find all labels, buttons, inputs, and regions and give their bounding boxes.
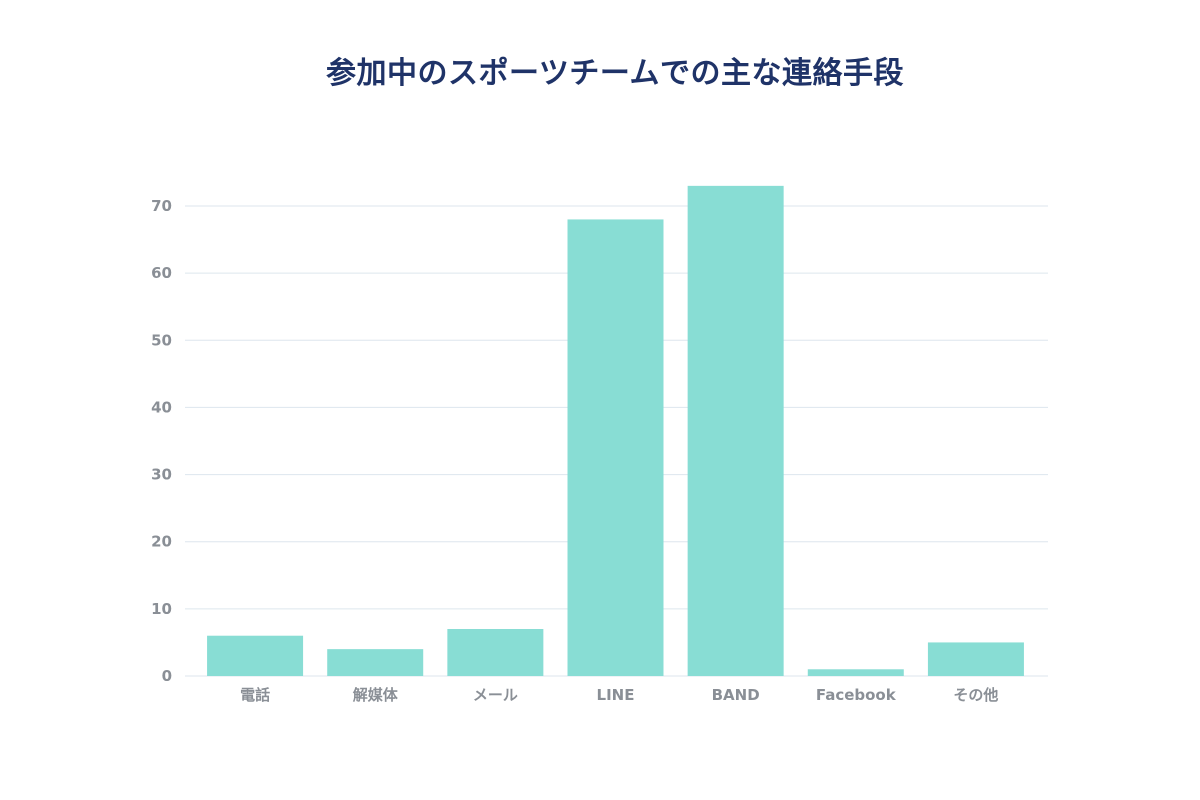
y-tick-label: 20 — [151, 533, 172, 551]
x-tick-label: 解媒体 — [353, 686, 399, 704]
bar — [807, 669, 904, 676]
x-tick-label: その他 — [953, 686, 998, 704]
x-axis-category-labels: 電話 解媒体 メール LINE BAND Facebook その他 — [240, 686, 998, 704]
chart-title: 参加中のスポーツチームでの主な連絡手段 — [326, 56, 904, 91]
x-tick-label: Facebook — [816, 686, 897, 704]
bars — [207, 185, 1024, 676]
y-tick-label: 0 — [162, 667, 172, 685]
bar — [447, 629, 544, 676]
bar — [567, 219, 664, 676]
y-axis-tick-labels: 0 10 20 30 40 50 60 70 — [151, 197, 172, 685]
x-tick-label: メール — [473, 686, 518, 704]
y-tick-label: 50 — [151, 331, 172, 349]
bar — [687, 185, 784, 676]
y-tick-label: 30 — [151, 466, 172, 484]
x-tick-label: LINE — [597, 686, 635, 704]
bar — [207, 635, 304, 676]
y-tick-label: 70 — [151, 197, 172, 215]
bar — [927, 642, 1024, 676]
y-tick-label: 40 — [151, 398, 172, 416]
bar — [327, 649, 424, 676]
y-tick-label: 60 — [151, 264, 172, 282]
y-tick-label: 10 — [151, 600, 172, 618]
x-tick-label: 電話 — [240, 686, 270, 704]
x-tick-label: BAND — [712, 686, 760, 704]
